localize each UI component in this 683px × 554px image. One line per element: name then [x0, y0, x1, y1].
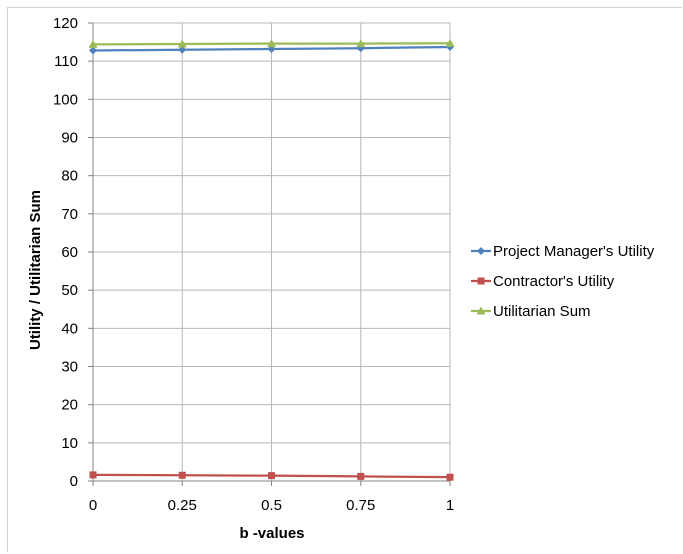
x-tick-label: 0.25	[168, 497, 197, 514]
y-tick-label: 90	[61, 130, 78, 147]
legend-marker	[476, 306, 486, 315]
data-point	[89, 471, 97, 479]
data-point	[177, 39, 187, 48]
data-point	[88, 39, 98, 48]
legend-label: Project Manager's Utility	[493, 243, 655, 260]
legend-item: Project Manager's Utility	[471, 243, 655, 260]
chart-area	[7, 7, 682, 552]
data-point	[445, 38, 455, 47]
axes	[88, 22, 451, 486]
y-tick-label: 70	[61, 206, 78, 223]
legend-item: Utilitarian Sum	[471, 303, 591, 320]
x-tick-label: 0.75	[346, 497, 375, 514]
legend-item: Contractor's Utility	[471, 273, 615, 290]
y-tick-label: 0	[70, 473, 78, 490]
y-tick-label: 60	[61, 244, 78, 261]
y-tick-label: 80	[61, 168, 78, 185]
data-point	[267, 39, 276, 48]
legend-label: Utilitarian Sum	[493, 303, 591, 320]
legend-marker	[477, 247, 485, 255]
series-group	[88, 38, 455, 481]
data-point	[178, 471, 186, 479]
x-tick-label: 1	[446, 497, 454, 514]
data-point	[178, 45, 187, 54]
data-point	[356, 39, 366, 48]
y-axis-label: Utility / Utilitarian Sum	[27, 190, 44, 350]
legend-marker	[477, 277, 485, 285]
y-tick-label: 20	[61, 397, 78, 414]
y-tick-label: 110	[54, 53, 78, 70]
tick-labels: 0 10 20 30 40 50 60 70 80 90 100 110 120 0 0.25 0.5 0.75…	[53, 15, 454, 514]
data-point	[268, 472, 275, 480]
x-tick-label: 0	[89, 497, 97, 514]
y-tick-label: 10	[61, 435, 78, 452]
y-tick-label: 50	[61, 282, 78, 299]
y-tick-label: 30	[61, 359, 78, 376]
x-tick-label: 0.5	[261, 497, 282, 514]
legend: Project Manager's Utility Contractor's Ut…	[471, 243, 655, 320]
data-point	[357, 472, 365, 480]
gridlines	[93, 22, 451, 481]
y-tick-label: 120	[53, 15, 78, 32]
x-axis-label: b -values	[239, 525, 304, 542]
series-2	[89, 471, 454, 481]
series-3	[88, 38, 455, 48]
data-point	[446, 473, 454, 481]
y-tick-label: 40	[61, 320, 78, 337]
data-point	[89, 46, 97, 55]
legend-label: Contractor's Utility	[493, 273, 615, 290]
y-tick-label: 100	[53, 91, 78, 108]
